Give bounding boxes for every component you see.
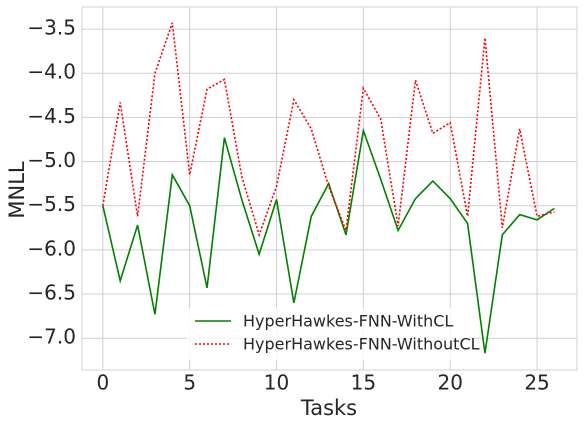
legend-label: HyperHawkes-FNN-WithoutCL — [243, 335, 480, 354]
series-line — [102, 22, 555, 238]
x-tick-label: 0 — [96, 371, 109, 395]
legend-box — [187, 308, 472, 360]
x-axis-label: Tasks — [300, 396, 357, 420]
plot-frame — [81, 6, 578, 371]
x-tick-label: 20 — [437, 371, 462, 395]
x-tick-label: 15 — [351, 371, 376, 395]
y-tick-label: −4.5 — [27, 104, 76, 128]
y-tick-label: −4.0 — [27, 60, 76, 84]
x-tick-label: 25 — [524, 371, 549, 395]
legend-label: HyperHawkes-FNN-WithCL — [243, 312, 453, 331]
x-tick-label: 10 — [264, 371, 289, 395]
y-tick-label: −6.5 — [27, 281, 76, 305]
y-tick-label: −5.0 — [27, 148, 76, 172]
y-tick-label: −3.5 — [27, 16, 76, 40]
y-tick-label: −5.5 — [27, 192, 76, 216]
x-tick-label: 5 — [183, 371, 196, 395]
y-tick-label: −7.0 — [27, 325, 76, 349]
y-axis-label: MNLL — [5, 161, 29, 219]
y-tick-label: −6.0 — [27, 236, 76, 260]
